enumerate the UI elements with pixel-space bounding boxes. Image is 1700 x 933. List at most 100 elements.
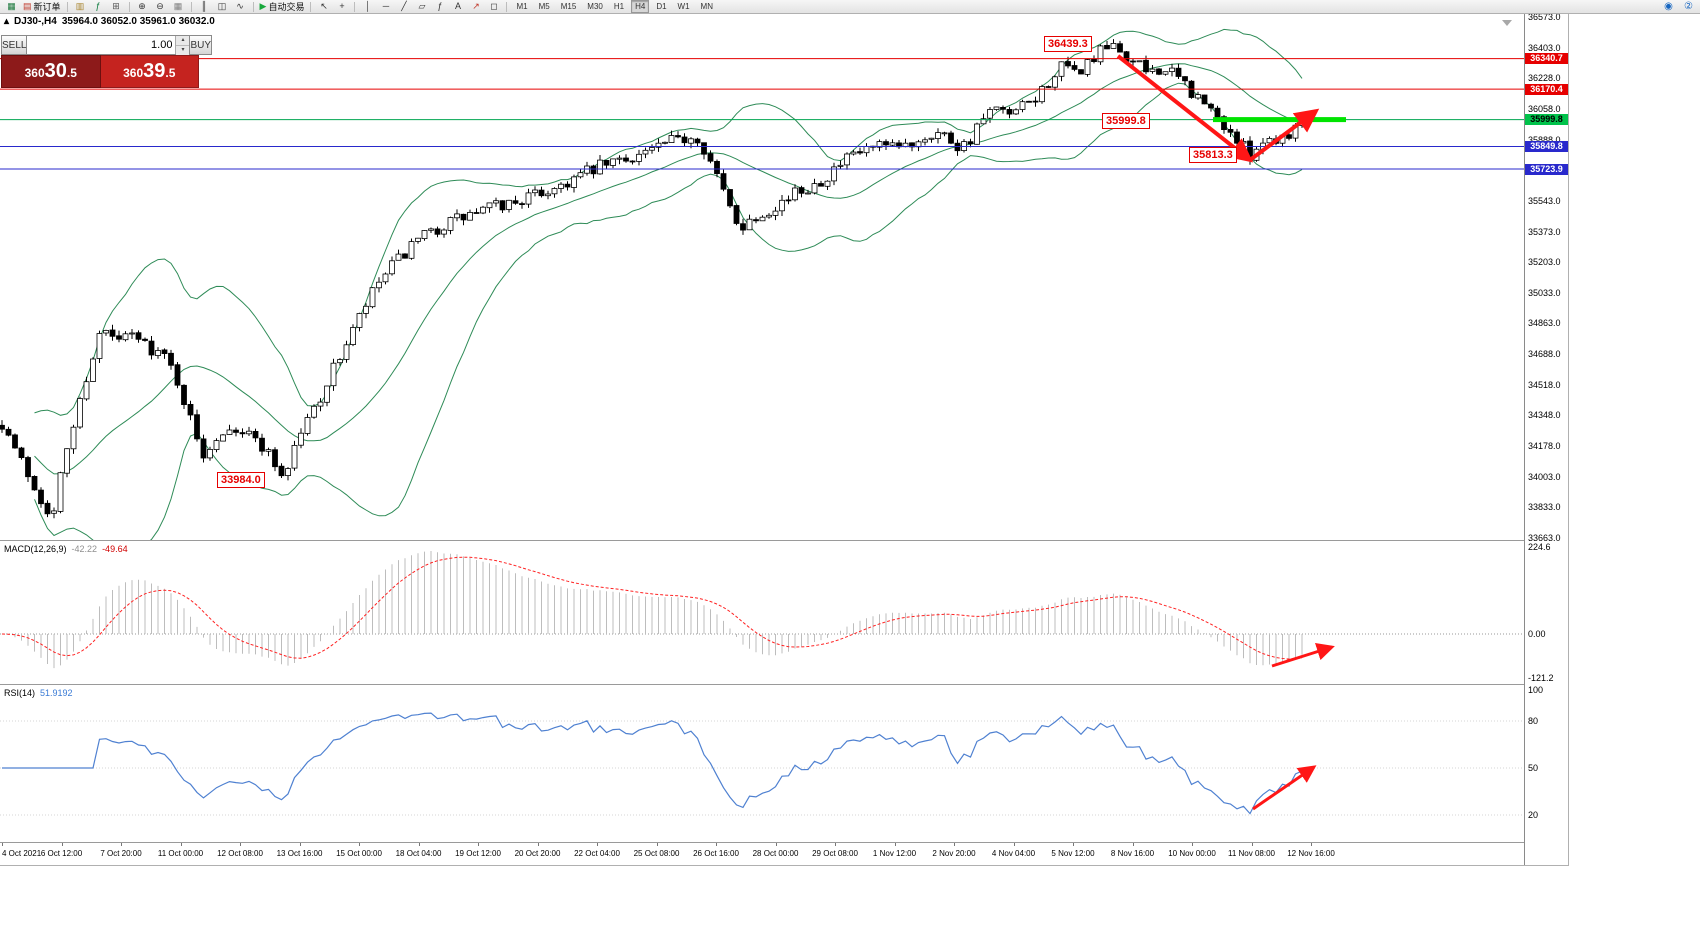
date-tick <box>894 843 896 846</box>
price-axis-label: 35033.0 <box>1528 287 1561 298</box>
grid-icon[interactable]: ▦ <box>170 1 187 13</box>
indicators-icon: ƒ <box>95 1 101 11</box>
timeframe-button-h1[interactable]: H1 <box>613 2 625 11</box>
price-annotation[interactable]: 36439.3 <box>1044 36 1092 52</box>
auto-trading-button[interactable]: ▶ 自动交易 <box>259 1 305 13</box>
date-tick <box>597 843 598 846</box>
new-order-button[interactable]: ▤ 新订单 <box>23 1 61 13</box>
buy-price[interactable]: 360 39.5 <box>100 55 199 88</box>
date-axis-label: 6 Oct 12:00 <box>40 849 83 858</box>
zoom-in-icon[interactable]: ⊕ <box>134 1 151 13</box>
timeframe-button-m30[interactable]: M30 <box>587 2 603 11</box>
price-level-badge: 36170.4 <box>1525 83 1568 95</box>
chart-window[interactable]: 36573.036403.036228.036058.035888.035718… <box>0 14 1569 866</box>
chart-plot[interactable] <box>0 14 1524 865</box>
horizontal-line-icon: ─ <box>382 1 390 11</box>
date-tick <box>1073 843 1074 846</box>
date-tick <box>954 843 955 846</box>
indicators-icon[interactable]: ƒ <box>90 1 107 13</box>
help-icon[interactable]: ② <box>1684 0 1693 12</box>
profiles-icon[interactable]: ▥ <box>72 1 89 13</box>
rsi-scale-label: 20 <box>1528 810 1539 820</box>
toolbar-separator <box>252 1 254 12</box>
macd-title: MACD(12,26,9) -42.22 -49.64 <box>4 544 128 554</box>
timeframe-button-w1[interactable]: W1 <box>677 2 690 11</box>
price-annotation[interactable]: 33984.0 <box>217 472 265 488</box>
price-annotation[interactable]: 35999.8 <box>1102 113 1150 129</box>
candlestick-chart-icon[interactable]: ◫ <box>214 1 231 13</box>
cursor-icon: ↖ <box>320 1 328 11</box>
date-axis-label: 1 Nov 12:00 <box>872 849 917 858</box>
date-axis-label: 28 Oct 00:00 <box>752 849 799 858</box>
date-tick <box>240 843 241 846</box>
tile-windows-icon[interactable]: ⊞ <box>108 1 125 13</box>
timeframe-button-m15[interactable]: M15 <box>560 2 577 11</box>
panel-separator[interactable] <box>0 540 1568 541</box>
chart-shift-marker-icon[interactable] <box>1502 20 1512 26</box>
date-axis[interactable]: 4 Oct 2021 6 Oct 12:00 7 Oct 20:00 11 Oct 0… <box>0 843 1524 865</box>
trendline-icon: ╱ <box>401 1 407 11</box>
date-tick <box>775 843 777 846</box>
crosshair-icon[interactable]: + <box>333 1 350 13</box>
macd-panel[interactable] <box>0 551 1524 669</box>
price-level-badge: 35999.8 <box>1525 114 1568 126</box>
community-icon[interactable]: ◉ <box>1664 0 1673 12</box>
timeframe-button-m1[interactable]: M1 <box>516 2 528 11</box>
rsi-panel[interactable] <box>0 712 1524 816</box>
zoom-in-icon: ⊕ <box>138 1 146 11</box>
price-axis[interactable]: 36573.036403.036228.036058.035888.035718… <box>1524 14 1568 865</box>
date-tick <box>1013 843 1015 846</box>
volume-down-button[interactable]: ▾ <box>176 46 190 55</box>
price-axis-label: 34348.0 <box>1528 410 1561 421</box>
timeframe-button-m5[interactable]: M5 <box>538 2 550 11</box>
date-tick <box>61 843 63 846</box>
zoom-out-icon: ⊖ <box>156 1 164 11</box>
price-annotation[interactable]: 35813.3 <box>1189 147 1237 163</box>
price-axis-label: 33663.0 <box>1528 533 1561 543</box>
macd-main-value: -42.22 <box>71 544 98 554</box>
timeframe-button-h4[interactable]: H4 <box>631 0 650 13</box>
date-axis-label: 11 Nov 08:00 <box>1228 849 1275 858</box>
channel-icon[interactable]: ▱ <box>413 1 430 13</box>
sell-button[interactable]: SELL <box>1 35 28 55</box>
cursor-icon[interactable]: ↖ <box>315 1 332 13</box>
price-axis-label: 35203.0 <box>1528 257 1561 268</box>
date-axis-label: 22 Oct 04:00 <box>574 849 620 858</box>
volume-up-button[interactable]: ▴ <box>176 36 190 46</box>
symbol-timeframe-label: DJ30-,H4 <box>14 16 57 27</box>
vertical-line-icon[interactable]: │ <box>359 1 376 13</box>
date-axis-label: 12 Oct 08:00 <box>217 849 263 858</box>
new-chart-icon[interactable]: ▦ <box>3 1 20 13</box>
date-axis-label: 26 Oct 16:00 <box>693 849 739 858</box>
text-icon[interactable]: A <box>449 1 466 13</box>
date-tick <box>1311 843 1312 846</box>
zoom-out-icon[interactable]: ⊖ <box>152 1 169 13</box>
date-tick <box>2 843 3 846</box>
one-click-toggle-icon[interactable]: ▴ <box>4 16 10 27</box>
timeframe-button-d1[interactable]: D1 <box>656 2 667 11</box>
rsi-value: 51.9192 <box>40 688 73 698</box>
timeframe-button-mn[interactable]: MN <box>700 2 713 11</box>
trendline-icon[interactable]: ╱ <box>395 1 412 13</box>
arrows-icon[interactable]: ↗ <box>467 1 484 13</box>
candles-layer[interactable] <box>0 28 1305 550</box>
sell-price[interactable]: 360 30.5 <box>1 55 101 88</box>
rsi-scale-label: 50 <box>1528 763 1539 773</box>
bar-chart-icon[interactable]: ║ <box>196 1 213 13</box>
profiles-icon: ▥ <box>75 1 85 11</box>
panel-separator[interactable] <box>0 684 1568 685</box>
date-axis-label: 10 Nov 00:00 <box>1168 849 1216 858</box>
price-axis-label: 35888.0 <box>1528 134 1561 145</box>
fibonacci-icon[interactable]: ƒ <box>431 1 448 13</box>
price-axis-label: 34688.0 <box>1528 349 1561 360</box>
macd-signal-value: -49.64 <box>102 544 128 554</box>
buy-button[interactable]: BUY <box>189 35 213 55</box>
date-axis-label: 18 Oct 04:00 <box>395 849 442 858</box>
candlestick-chart-icon: ◫ <box>217 1 227 11</box>
line-chart-icon[interactable]: ∿ <box>232 1 249 13</box>
horizontal-line-icon[interactable]: ─ <box>377 1 394 13</box>
volume-input[interactable] <box>27 36 176 54</box>
shapes-icon[interactable]: ◻ <box>485 1 502 13</box>
volume-stepper: ▴ ▾ <box>175 36 190 55</box>
